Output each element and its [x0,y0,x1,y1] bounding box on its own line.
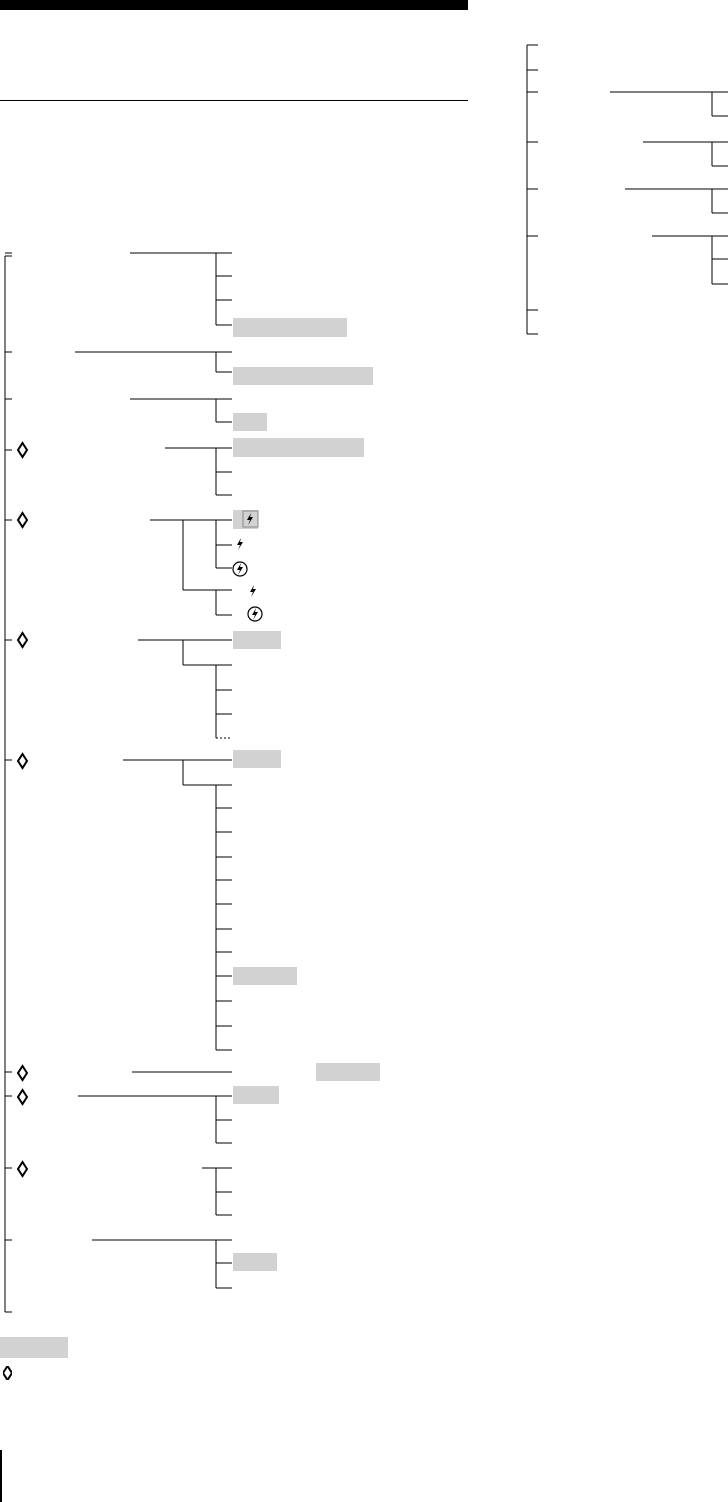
default-setting-highlight [316,1063,380,1081]
margin-bar [0,1450,2,1502]
default-setting-highlight [233,438,364,457]
default-setting-highlight [233,631,281,649]
flash-bolt-icon [250,585,256,597]
adjust-diamond-icon [16,631,29,649]
adjust-diamond-icon [16,1088,29,1106]
flash-circle-icon [232,561,248,577]
flash-auto-frame [242,510,259,528]
adjust-diamond-icon [16,1160,29,1178]
header-rule [0,100,468,101]
header-bar [0,0,468,10]
default-setting-highlight [233,413,267,431]
legend-default-highlight [0,1337,68,1358]
flash-bolt-icon [237,538,243,550]
default-setting-highlight [233,510,258,529]
default-setting-highlight [233,1253,277,1271]
flash-bolt-icon [247,513,253,525]
adjust-diamond-icon [16,752,29,770]
legend-adjust-icon [1,1364,14,1385]
adjust-diamond-icon [16,511,29,529]
adjust-diamond-icon [16,1064,29,1082]
adjust-diamond-icon [16,441,29,459]
flash-circle-icon [247,606,263,622]
default-setting-highlight [233,967,297,985]
default-setting-highlight [233,318,347,337]
default-setting-highlight [233,367,373,385]
default-setting-highlight [233,1086,279,1104]
default-setting-highlight [233,750,281,768]
